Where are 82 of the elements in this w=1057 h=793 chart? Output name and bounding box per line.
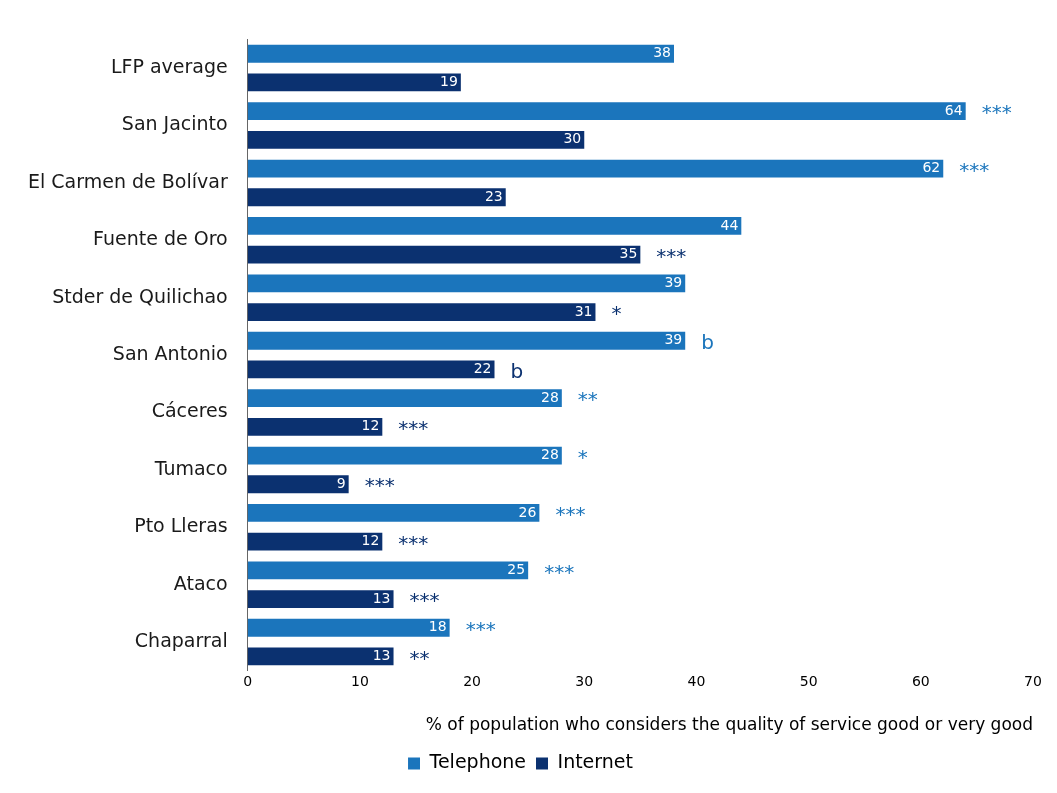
bar: [247, 504, 540, 522]
data-label: 13: [372, 647, 391, 664]
annotation: ***: [656, 243, 687, 268]
bar: [247, 590, 394, 608]
annotation: *: [611, 301, 622, 326]
y-tick-label: El Carmen de Bolívar: [27, 169, 228, 192]
y-tick-label: San Jacinto: [121, 112, 228, 135]
x-tick-label: 40: [687, 672, 706, 689]
bar: [247, 561, 529, 580]
data-label: 18: [428, 618, 447, 635]
bar: [247, 618, 450, 637]
data-label: 22: [473, 360, 492, 377]
bar: [247, 73, 461, 92]
data-label: 39: [664, 331, 683, 348]
bar: [247, 647, 394, 666]
x-tick-label: 20: [463, 672, 481, 689]
annotation: ***: [959, 157, 990, 182]
data-label: 38: [653, 44, 671, 61]
y-tick-label: Fuente de Oro: [93, 227, 228, 250]
data-label: 39: [664, 273, 683, 290]
data-label: 28: [540, 446, 559, 463]
annotation: ***: [409, 588, 440, 613]
data-label: 12: [361, 417, 380, 434]
data-label: 23: [484, 187, 503, 204]
x-tick-label: 50: [799, 672, 818, 689]
annotation: ***: [544, 559, 575, 584]
bar: [247, 217, 742, 235]
data-label: 31: [574, 302, 593, 319]
y-tick-label: Chaparral: [134, 629, 228, 652]
data-label: 26: [518, 503, 537, 520]
bar: [247, 303, 596, 321]
bar: [247, 360, 495, 379]
legend-label: Telephone: [428, 750, 527, 773]
y-tick-label: Ataco: [173, 571, 228, 594]
y-tick-label: San Antonio: [112, 342, 228, 365]
bar: [247, 130, 585, 149]
bar: [247, 532, 383, 551]
x-tick-label: 10: [350, 672, 369, 689]
data-label: 12: [361, 532, 380, 549]
annotation: b: [510, 358, 524, 383]
y-tick-label: Cáceres: [151, 399, 228, 422]
data-label: 62: [922, 159, 941, 176]
data-label: 13: [372, 589, 391, 606]
y-tick-label: LFP average: [110, 55, 228, 78]
bar: [247, 475, 349, 494]
bar: [247, 159, 944, 178]
data-label: 25: [507, 560, 526, 577]
y-tick-label: Stder de Quilichao: [52, 284, 228, 307]
bar: [247, 274, 686, 293]
x-tick-label: 30: [575, 672, 594, 689]
bar: [247, 331, 686, 350]
annotation: **: [409, 645, 430, 670]
data-label: 28: [540, 388, 559, 405]
data-label: 19: [440, 73, 458, 90]
bar: [247, 446, 562, 465]
data-label: 35: [619, 245, 638, 262]
bar: [247, 188, 506, 207]
x-tick-label: 0: [243, 672, 253, 689]
annotation: ***: [398, 416, 429, 441]
annotation: ***: [465, 616, 496, 641]
bar: [247, 389, 562, 408]
annotation: ***: [555, 502, 586, 527]
x-tick-label: 60: [911, 672, 930, 689]
annotation: ***: [981, 100, 1012, 125]
y-tick-label: Pto Lleras: [134, 514, 228, 537]
x-axis-title: % of population who considers the quality of service good or very good: [425, 714, 1033, 735]
data-label: 30: [563, 130, 582, 147]
x-tick-label: 70: [1024, 672, 1042, 689]
data-label: 64: [944, 101, 963, 118]
bar: [247, 245, 641, 264]
data-label: 44: [720, 216, 739, 233]
legend-label: Internet: [557, 750, 633, 773]
annotation: *: [577, 444, 588, 469]
bar: [247, 102, 966, 121]
annotation: ***: [398, 530, 429, 555]
data-label: 9: [336, 474, 346, 491]
annotation: ***: [364, 473, 395, 498]
bar: [247, 44, 674, 63]
bar: [247, 417, 383, 436]
y-tick-label: Tumaco: [153, 456, 228, 479]
annotation: b: [701, 329, 714, 354]
annotation: **: [577, 387, 598, 412]
